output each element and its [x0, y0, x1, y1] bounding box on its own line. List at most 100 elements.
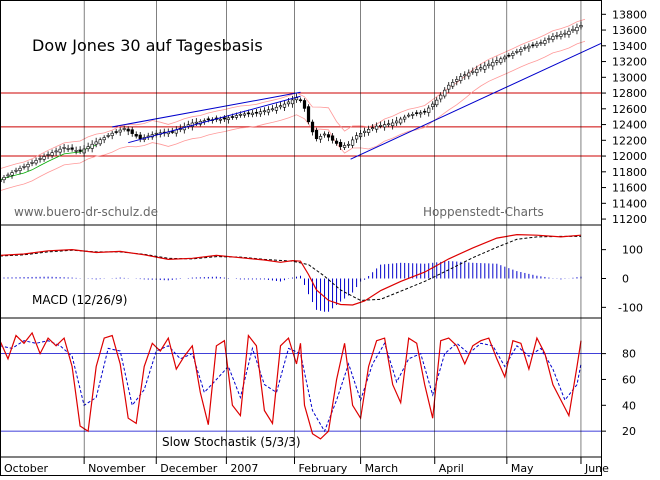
stochastic-tick-label: 40: [622, 399, 636, 412]
candle: [447, 84, 451, 90]
candle: [290, 99, 295, 105]
candle: [34, 160, 38, 164]
candle: [58, 148, 62, 153]
source-website: www.buero-dr-schulz.de: [14, 205, 158, 219]
price-tick-label: 12400: [612, 119, 647, 132]
price-tick-label: 13400: [612, 40, 647, 53]
candle: [298, 99, 303, 102]
month-label: May: [511, 462, 534, 475]
candle: [363, 130, 367, 133]
candle: [503, 56, 507, 60]
candle: [371, 127, 375, 130]
candle: [62, 147, 66, 149]
candle: [551, 36, 555, 40]
candle: [102, 137, 106, 141]
candle: [455, 79, 459, 82]
candle: [114, 131, 118, 133]
month-label: March: [365, 462, 399, 475]
candle: [106, 135, 110, 137]
candle: [42, 156, 46, 160]
candle: [262, 110, 267, 113]
candle: [130, 129, 134, 134]
price-tick-label: 12600: [612, 103, 647, 116]
candle: [302, 100, 307, 109]
candle: [326, 134, 331, 138]
candle: [547, 38, 551, 40]
price-tick-label: 13600: [612, 24, 647, 37]
candle: [487, 63, 491, 66]
candle: [559, 33, 563, 37]
candle: [234, 115, 238, 118]
candle: [90, 143, 94, 149]
stochastic-tick-label: 20: [622, 425, 636, 438]
candle: [575, 26, 579, 32]
candle: [250, 112, 255, 115]
candle: [110, 132, 114, 136]
plot-frame: [0, 0, 602, 476]
trend-line: [128, 95, 301, 144]
candle: [391, 122, 395, 126]
candle: [54, 150, 58, 153]
candle: [270, 108, 275, 111]
price-tick-label: 11800: [612, 166, 647, 179]
price-tick-label: 11600: [612, 182, 647, 195]
candle: [94, 141, 98, 145]
candle: [138, 134, 142, 140]
candle: [443, 89, 447, 97]
candle: [222, 117, 226, 120]
candle: [230, 116, 234, 118]
candle: [282, 103, 287, 108]
candle: [354, 135, 359, 140]
price-tick-label: 12800: [612, 87, 647, 100]
candle: [571, 28, 575, 31]
trend-line: [112, 91, 301, 128]
price-tick-label: 11400: [612, 197, 647, 210]
candle: [507, 54, 511, 57]
candle: [18, 167, 22, 171]
stochastic-k-line: [0, 331, 582, 440]
candle: [206, 118, 210, 121]
candle: [535, 43, 539, 47]
candle: [471, 70, 475, 73]
candle: [2, 177, 6, 181]
bollinger-lower: [0, 40, 586, 192]
bollinger-upper: [0, 18, 586, 170]
stochastic-tick-label: 80: [622, 348, 636, 361]
month-label: April: [439, 462, 464, 475]
candle: [555, 35, 559, 37]
candle: [314, 129, 319, 140]
macd-line: [0, 233, 582, 306]
candle: [403, 116, 407, 120]
candle: [46, 154, 50, 156]
stochastic-panel: 20 40 60 80: [0, 331, 636, 440]
candle: [342, 145, 347, 148]
candle: [266, 109, 271, 113]
candle: [78, 149, 82, 152]
price-tick-label: 13800: [612, 8, 647, 21]
candle: [563, 32, 567, 35]
macd-tick-label: -100: [618, 301, 643, 314]
candle: [338, 141, 343, 147]
price-tick-label: 12000: [612, 150, 647, 163]
candle: [334, 140, 339, 144]
candle: [539, 42, 543, 44]
price-tick-label: 13000: [612, 71, 647, 84]
candle: [194, 121, 198, 124]
candle: [459, 76, 463, 81]
candle: [66, 148, 70, 150]
candle: [519, 49, 523, 53]
candle: [399, 118, 403, 124]
candle: [10, 172, 14, 176]
candle: [126, 128, 130, 132]
candle: [475, 69, 479, 73]
candle: [395, 120, 399, 124]
candle: [511, 52, 515, 56]
macd-tick-label: 100: [622, 244, 643, 257]
candle: [415, 112, 419, 114]
candle: [483, 65, 487, 70]
candle: [6, 174, 10, 177]
macd-label: MACD (12/26/9): [32, 293, 127, 307]
candle: [226, 117, 230, 120]
macd-tick-label: 0: [622, 272, 629, 285]
